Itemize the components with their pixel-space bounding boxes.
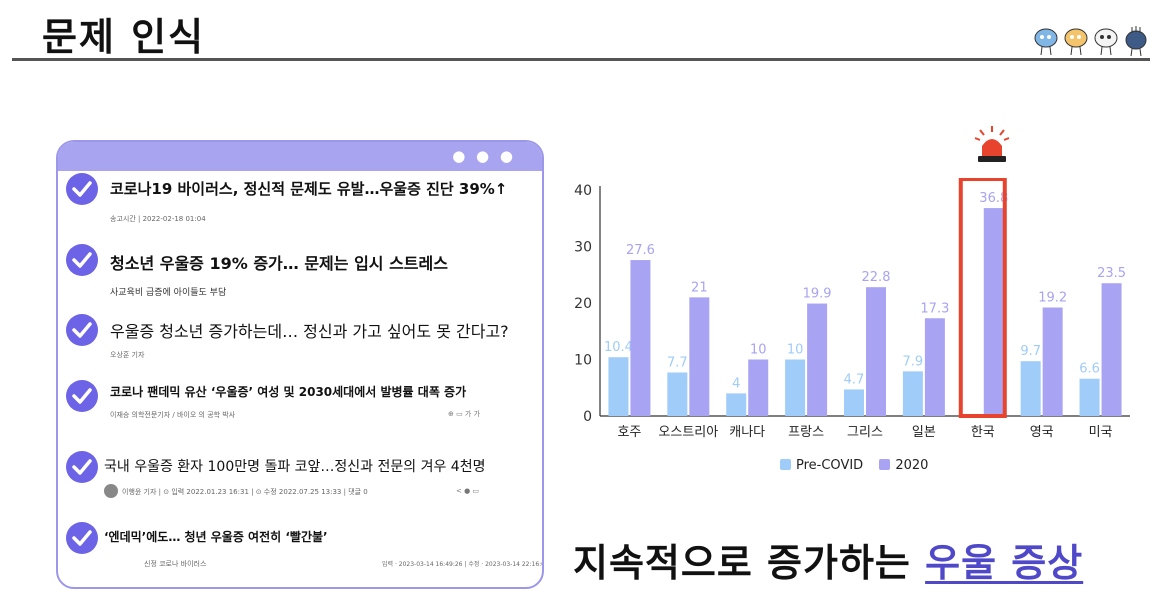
more-icon[interactable]: ● ● ● <box>452 147 516 165</box>
y-tick-label: 0 <box>583 409 592 425</box>
data-label: 22.8 <box>862 270 891 285</box>
legend-item: 2020 <box>879 458 928 473</box>
highlight-box <box>958 178 1007 418</box>
data-label: 19.9 <box>803 287 832 302</box>
bar-pre-covid <box>844 389 864 416</box>
bar-chart: 0 10 20 30 40 10.4 27.6 호주 7.7 21 오스트리아 4 10 캐나다 10 19.… <box>574 178 1130 440</box>
news-card-header: ● ● ● <box>58 142 542 171</box>
page-title: 문제 인식 <box>42 15 206 59</box>
bar-2020 <box>983 208 1004 416</box>
check-icon <box>66 244 98 276</box>
mascot-white-icon <box>1094 28 1118 56</box>
legend-swatch <box>879 459 891 470</box>
mascot-blue-icon <box>1034 28 1058 56</box>
data-label: 6.6 <box>1079 362 1100 377</box>
data-label: 27.6 <box>626 243 655 258</box>
bar-pre-covid <box>608 357 629 416</box>
x-tick-label: 오스트리아 <box>658 425 718 440</box>
data-label: 10 <box>750 343 767 358</box>
news-meta: 사교육비 급증에 아이들도 부담 <box>110 288 227 298</box>
mascot-characters-icon <box>1034 26 1147 57</box>
mascot-yellow-icon <box>1064 28 1088 56</box>
bar-2020 <box>748 359 769 416</box>
news-headline[interactable]: 국내 우울증 환자 100만명 돌파 코앞…정신과 전문의 겨우 4천명 <box>104 459 486 475</box>
news-headline[interactable]: 코로나19 바이러스, 정신적 문제도 유발…우울증 진단 39%↑ <box>110 180 508 198</box>
x-tick-label: 그리스 <box>847 425 883 440</box>
check-icon <box>66 314 98 346</box>
news-headline[interactable]: 코로나 팬데믹 유산 ‘우울증’ 여성 및 2030세대에서 발병률 대폭 증가 <box>110 385 467 399</box>
bar-2020 <box>1101 283 1122 416</box>
data-label: 21 <box>691 280 708 295</box>
data-label: 9.7 <box>1020 344 1041 359</box>
conclusion-text: 지속적으로 증가하는 우울 증상 <box>573 532 1083 587</box>
y-tick-label: 20 <box>574 296 592 312</box>
data-label: 36.8 <box>979 191 1008 206</box>
check-icon <box>66 173 98 205</box>
x-tick-label: 한국 <box>971 425 995 440</box>
bar-2020 <box>630 260 651 416</box>
bar-pre-covid <box>726 393 747 416</box>
bar-pre-covid <box>667 372 688 416</box>
news-meta: 이행윤 기자 | ⊙ 입력 2022.01.23 16:31 | ⊙ 수정 20… <box>122 488 368 496</box>
x-tick-label: 미국 <box>1089 425 1113 440</box>
news-card: ● ● ● 코로나19 바이러스, 정신적 문제도 유발…우울증 진단 39%↑… <box>56 140 544 589</box>
conclusion-highlight: 우울 증상 <box>925 541 1084 585</box>
data-label: 7.9 <box>903 354 924 369</box>
bar-2020 <box>689 297 710 416</box>
mascot-navy-icon <box>1125 26 1147 57</box>
news-headline[interactable]: 청소년 우울증 19% 증가… 문제는 입시 스트레스 <box>110 254 448 273</box>
conclusion-prefix: 지속적으로 증가하는 <box>573 541 911 585</box>
news-meta: 오상훈 기자 <box>110 351 145 359</box>
news-headline[interactable]: 우울증 청소년 증가하는데… 정신과 가고 싶어도 못 간다고? <box>110 322 509 341</box>
news-meta: 이재승 의학전문기자 / 바이오 의 공학 박사 <box>110 411 236 419</box>
bar-2020 <box>807 303 828 416</box>
legend-swatch <box>780 459 791 470</box>
y-tick-label: 40 <box>574 183 592 199</box>
data-label: 17.3 <box>920 301 949 316</box>
bar-pre-covid <box>902 371 923 416</box>
bar-pre-covid <box>785 359 806 416</box>
news-timestamp: 입력 · 2023-03-14 16:49:26 | 수정 · 2023-03-… <box>382 561 544 568</box>
y-tick-label: 10 <box>574 353 592 369</box>
y-tick-label: 30 <box>574 240 592 256</box>
data-label: 19.2 <box>1038 291 1067 306</box>
bar-pre-covid <box>1020 361 1041 416</box>
data-label: 10 <box>787 343 804 358</box>
bar-2020 <box>866 287 886 416</box>
bar-2020 <box>1042 307 1063 416</box>
bar-pre-covid <box>1079 378 1100 416</box>
news-headline[interactable]: ‘엔데믹’에도… 청년 우울증 여전히 ‘빨간불’ <box>104 530 328 544</box>
legend-item: Pre-COVID <box>780 458 863 473</box>
title-divider <box>12 58 1150 61</box>
chart-legend: Pre-COVID 2020 <box>780 458 940 473</box>
data-label: 4.7 <box>844 372 865 387</box>
avatar <box>104 484 118 498</box>
share-icons[interactable]: < ● ▭ <box>456 487 480 495</box>
share-icons[interactable]: ⊕ ▭ 가 가 <box>448 410 481 418</box>
news-meta: 송고시간 | 2022-02-18 01:04 <box>110 215 206 223</box>
legend-label: 2020 <box>895 458 929 473</box>
news-meta: 신정 코로나 바이러스 <box>144 560 207 568</box>
bar-2020 <box>924 318 945 416</box>
data-label: 10.4 <box>604 340 633 355</box>
x-tick-label: 프랑스 <box>788 425 824 440</box>
x-tick-label: 일본 <box>912 425 936 440</box>
siren-icon <box>974 126 1010 162</box>
data-label: 4 <box>732 376 740 391</box>
data-label: 23.5 <box>1097 266 1126 281</box>
check-icon <box>66 380 98 412</box>
x-tick-label: 영국 <box>1030 425 1054 440</box>
check-icon <box>66 522 98 554</box>
legend-label: Pre-COVID <box>796 458 864 473</box>
data-label: 7.7 <box>667 355 688 370</box>
check-icon <box>66 451 98 483</box>
x-tick-label: 캐나다 <box>729 425 765 440</box>
x-tick-label: 호주 <box>617 425 641 440</box>
